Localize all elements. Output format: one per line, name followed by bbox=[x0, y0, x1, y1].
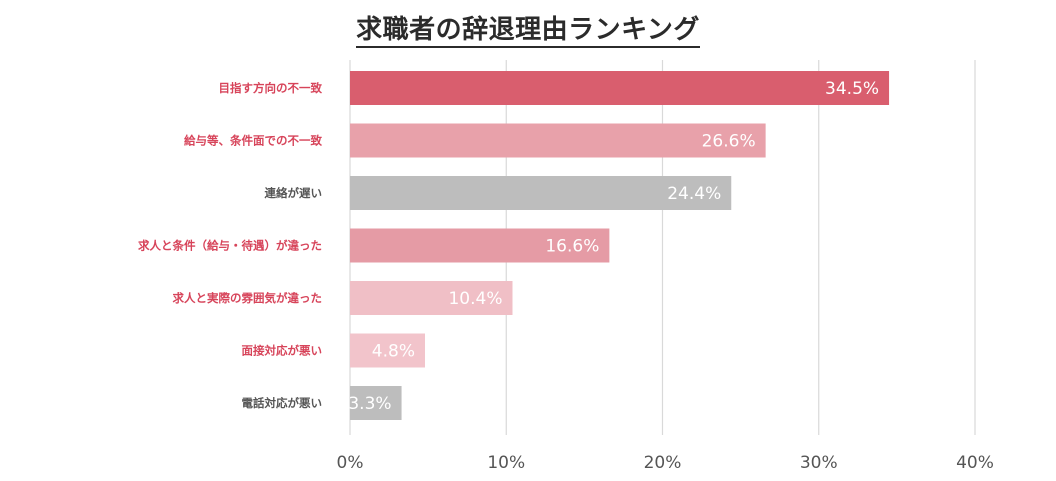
x-tick-label: 30% bbox=[800, 453, 838, 473]
bar-value-label: 3.3% bbox=[348, 394, 391, 414]
category-label: 目指す方向の不一致 bbox=[219, 81, 323, 95]
x-axis-tick-labels: 0% 10% 20% 30% 40% bbox=[337, 453, 994, 473]
bar bbox=[350, 333, 425, 368]
bar-value-label: 24.4% bbox=[667, 184, 721, 204]
bar-value-label: 34.5% bbox=[825, 79, 879, 99]
category-label: 連絡が遅い bbox=[265, 186, 323, 200]
x-tick-label: 40% bbox=[956, 453, 994, 473]
bar-value-label: 4.8% bbox=[372, 342, 415, 362]
category-labels: 目指す方向の不一致給与等、条件面での不一致連絡が遅い求人と条件（給与・待遇）が違… bbox=[138, 81, 322, 410]
category-label: 求人と実際の雰囲気が違った bbox=[173, 291, 323, 305]
chart-title: 求職者の辞退理由ランキング bbox=[0, 12, 1056, 48]
category-label: 給与等、条件面での不一致 bbox=[184, 134, 322, 148]
bar-value-label: 16.6% bbox=[545, 237, 599, 257]
bar-value-label: 26.6% bbox=[702, 132, 756, 152]
category-label: 面接対応が悪い bbox=[242, 344, 323, 358]
x-tick-label: 0% bbox=[337, 453, 364, 473]
bar-value-label: 10.4% bbox=[448, 289, 502, 309]
bars: 34.5% 26.6% 24.4% 16.6% 10.4% 4.8% 3.3% bbox=[348, 71, 890, 420]
bar bbox=[350, 123, 766, 158]
bar bbox=[350, 386, 402, 420]
bar bbox=[350, 71, 890, 105]
category-label: 求人と条件（給与・待遇）が違った bbox=[138, 239, 322, 253]
bar bbox=[350, 281, 513, 315]
category-label: 電話対応が悪い bbox=[242, 396, 323, 410]
chart-title-text: 求職者の辞退理由ランキング bbox=[356, 15, 700, 48]
x-tick-label: 20% bbox=[644, 453, 682, 473]
x-tick-label: 10% bbox=[487, 453, 525, 473]
bar bbox=[350, 176, 732, 210]
bar bbox=[350, 228, 610, 263]
